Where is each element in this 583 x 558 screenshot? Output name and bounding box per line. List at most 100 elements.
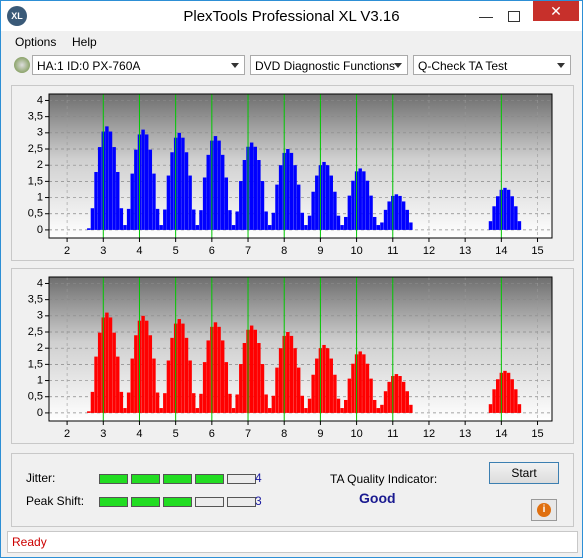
bar: [144, 320, 149, 413]
bar: [148, 335, 153, 413]
bar: [296, 367, 301, 413]
bar: [253, 329, 257, 413]
bar: [188, 360, 192, 413]
bar: [170, 152, 174, 230]
x-tick-label: 14: [495, 245, 507, 257]
y-tick-label: 0: [37, 407, 43, 419]
results-panel: Jitter: 4 Peak Shift: 3 TA Quality Indic…: [11, 453, 574, 527]
y-tick-label: 4: [37, 94, 43, 106]
bar: [202, 177, 207, 230]
bar: [488, 404, 493, 413]
bar: [242, 343, 247, 413]
bar: [192, 393, 196, 413]
bar: [325, 348, 330, 413]
bar: [271, 212, 276, 230]
bar: [126, 392, 131, 413]
bar: [141, 315, 145, 413]
bar: [224, 177, 229, 230]
minimize-button[interactable]: [479, 17, 493, 18]
bar: [496, 196, 500, 230]
bar: [333, 374, 337, 413]
bar: [376, 225, 381, 230]
bar: [351, 180, 355, 230]
bar: [514, 389, 518, 413]
bar: [163, 209, 167, 230]
bar: [372, 399, 377, 413]
bar: [344, 399, 348, 413]
bar: [409, 404, 413, 413]
x-tick-label: 9: [317, 428, 323, 440]
bar: [405, 209, 409, 230]
close-button[interactable]: ✕: [533, 1, 579, 21]
bar: [380, 404, 384, 413]
bar: [97, 332, 102, 413]
bar: [405, 391, 409, 413]
chart: 0 0,5 1 1,5 2 2,5 3 3,5 4 2 3 4 5 6 7 8 9 10 11 12 13 14 15: [11, 268, 574, 444]
x-tick-label: 6: [209, 245, 215, 257]
bar: [340, 408, 344, 413]
quality-value: Good: [359, 490, 396, 506]
x-tick-label: 14: [495, 428, 507, 440]
menu-item[interactable]: Options: [15, 35, 57, 49]
test-select[interactable]: Q-Check TA Test: [413, 55, 571, 75]
jitter-value: 4: [255, 471, 262, 485]
bar: [358, 168, 362, 230]
bar: [217, 326, 221, 413]
bar: [264, 211, 268, 230]
bar: [155, 208, 160, 230]
y-tick-label: 0,5: [28, 391, 43, 403]
meter-segment: [163, 473, 192, 484]
bar: [398, 376, 402, 413]
x-tick-label: 4: [136, 428, 142, 440]
bar: [289, 335, 294, 413]
bar: [116, 171, 120, 230]
bar: [199, 210, 203, 230]
bar: [293, 165, 297, 230]
x-tick-label: 5: [173, 245, 179, 257]
function-select[interactable]: DVD Diagnostic Functions: [250, 55, 408, 75]
bar: [394, 194, 399, 230]
bar: [159, 408, 163, 413]
bar: [380, 222, 384, 230]
drive-select[interactable]: HA:1 ID:0 PX-760A: [32, 55, 245, 75]
bar: [166, 360, 171, 413]
bar: [220, 154, 225, 230]
bar: [213, 136, 218, 230]
bar: [260, 364, 265, 413]
bar: [144, 134, 149, 230]
meter-segment: [227, 473, 256, 484]
bar: [369, 195, 373, 230]
menu-item[interactable]: Help: [72, 35, 97, 49]
status-bar: Ready: [7, 531, 578, 553]
meter-segment: [99, 496, 128, 507]
bar: [112, 332, 116, 413]
maximize-button[interactable]: [508, 11, 520, 22]
bar: [170, 337, 174, 413]
bar: [130, 358, 134, 413]
bar: [268, 225, 272, 230]
bar: [503, 370, 507, 413]
x-tick-label: 7: [245, 245, 251, 257]
start-button[interactable]: Start: [489, 462, 559, 484]
bar: [275, 367, 279, 413]
bar: [517, 221, 522, 230]
jitter-label: Jitter:: [26, 471, 56, 485]
bar: [322, 344, 326, 413]
x-tick-label: 11: [387, 428, 398, 440]
bar: [300, 212, 305, 230]
x-tick-label: 5: [173, 428, 179, 440]
bar: [387, 201, 391, 230]
bar: [304, 225, 308, 230]
bar: [271, 395, 276, 413]
bar: [496, 379, 500, 413]
bar: [387, 381, 391, 413]
y-tick-label: 4: [37, 277, 43, 289]
bar: [322, 161, 326, 230]
bar: [362, 171, 366, 230]
bar: [108, 131, 113, 230]
y-tick-label: 2,5: [28, 326, 43, 338]
bar: [206, 154, 210, 230]
bar: [119, 391, 124, 413]
info-button[interactable]: i: [531, 499, 557, 521]
bar: [315, 358, 319, 413]
